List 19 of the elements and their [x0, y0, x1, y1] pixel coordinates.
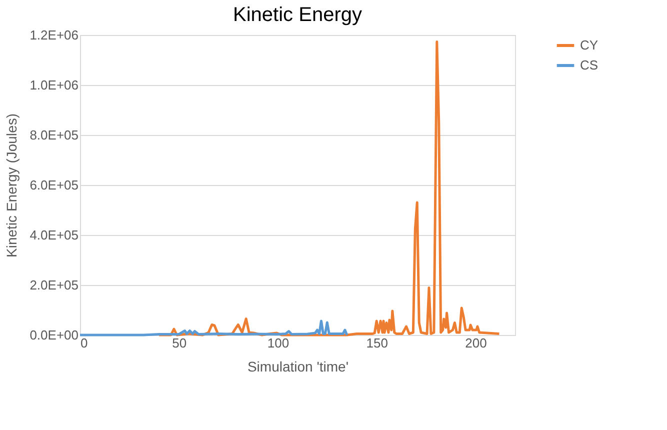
legend-label: CY	[580, 38, 598, 52]
x-axis-title: Simulation 'time'	[247, 358, 349, 374]
y-tick-label: 0.0E+00	[30, 328, 78, 342]
legend-label: CS	[580, 58, 598, 72]
y-axis-title: Kinetic Energy (Joules)	[4, 114, 20, 258]
y-tick-label: 8.0E+05	[30, 128, 78, 142]
y-tick-label: 1.0E+06	[30, 78, 78, 92]
line-series	[78, 320, 348, 336]
y-tick-label: 6.0E+05	[30, 178, 78, 192]
y-tick-label: 1.2E+06	[30, 28, 78, 42]
y-tick-label: 2.0E+05	[30, 278, 78, 292]
x-tick-label: 150	[366, 336, 388, 350]
x-tick-label: 0	[80, 336, 88, 350]
x-tick-label: 200	[465, 336, 487, 350]
x-tick-label: 50	[172, 336, 187, 350]
x-tick-label: 100	[267, 336, 290, 350]
chart-title: Kinetic Energy	[233, 4, 362, 26]
line-series	[158, 40, 500, 336]
y-tick-label: 4.0E+05	[30, 228, 78, 242]
